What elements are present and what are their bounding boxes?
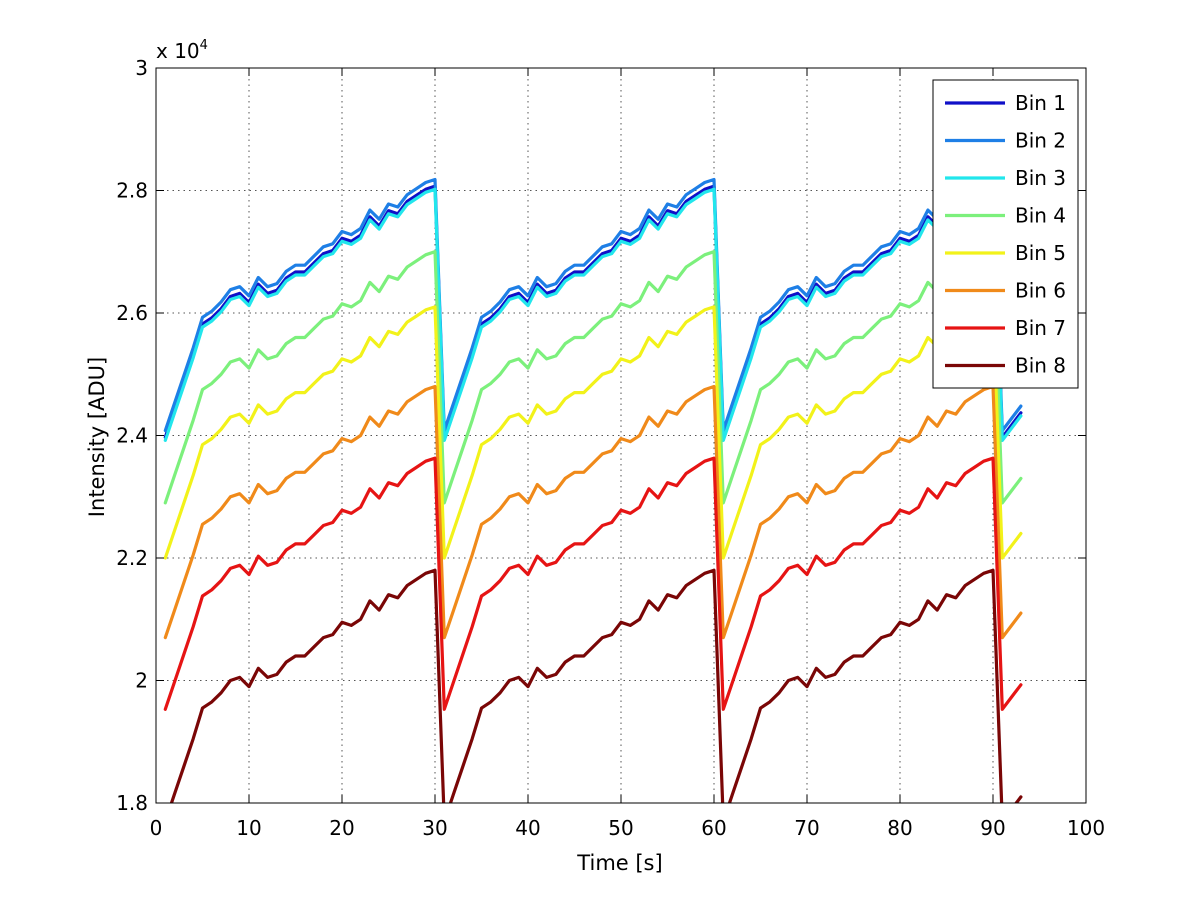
x-axis-label: Time [s] xyxy=(576,851,662,875)
x-tick-label: 100 xyxy=(1067,816,1105,840)
legend-label: Bin 7 xyxy=(1015,316,1066,340)
y-scale-label: x 104 xyxy=(156,38,208,63)
legend-label: Bin 1 xyxy=(1015,91,1066,115)
x-tick-label: 90 xyxy=(980,816,1005,840)
y-scale-exponent: 4 xyxy=(200,38,208,53)
series-line-bin-2 xyxy=(163,177,1023,433)
legend-label: Bin 5 xyxy=(1015,241,1066,265)
x-tick-label: 30 xyxy=(422,816,447,840)
legend-label: Bin 2 xyxy=(1015,129,1066,153)
x-tick-label: 60 xyxy=(701,816,726,840)
series-line-bin-8 xyxy=(169,568,1023,803)
series-line-bin-5 xyxy=(163,305,1023,560)
legend: Bin 1 Bin 2 Bin 3 Bin 4 Bin 5 Bin 6 Bin 7 Bin 8 xyxy=(932,79,1079,389)
y-axis-label: Intensity [ADU] xyxy=(85,357,109,517)
series-lines xyxy=(163,177,1023,803)
x-tick-label: 20 xyxy=(329,816,354,840)
axis-ticks: 0 10 20 30 40 50 60 70 80 90 100 1.8 2 2.2 2.4 2.6 2.8 3 xyxy=(116,56,1105,840)
x-tick-label: 70 xyxy=(794,816,819,840)
legend-label: Bin 3 xyxy=(1015,166,1066,190)
y-tick-label: 2.8 xyxy=(116,179,148,203)
series-group xyxy=(163,177,1023,803)
x-tick-label: 80 xyxy=(887,816,912,840)
y-tick-label: 3 xyxy=(135,56,148,80)
series-line-bin-4 xyxy=(163,250,1023,505)
legend-box xyxy=(932,79,1079,389)
y-tick-label: 2.2 xyxy=(116,546,148,570)
series-line-bin-6 xyxy=(163,384,1023,640)
x-tick-label: 0 xyxy=(150,816,163,840)
x-tick-label: 10 xyxy=(236,816,261,840)
legend-label: Bin 8 xyxy=(1015,354,1066,378)
y-tick-label: 1.8 xyxy=(116,791,148,815)
y-tick-label: 2.4 xyxy=(116,424,148,448)
series-line-bin-1 xyxy=(163,184,1023,439)
legend-label: Bin 4 xyxy=(1015,204,1066,228)
x-tick-label: 50 xyxy=(608,816,633,840)
x-tick-label: 40 xyxy=(515,816,540,840)
legend-label: Bin 6 xyxy=(1015,279,1066,303)
series-line-bin-7 xyxy=(163,456,1023,711)
y-tick-label: 2 xyxy=(135,669,148,693)
series-line-bin-3 xyxy=(163,187,1023,442)
y-tick-label: 2.6 xyxy=(116,301,148,325)
